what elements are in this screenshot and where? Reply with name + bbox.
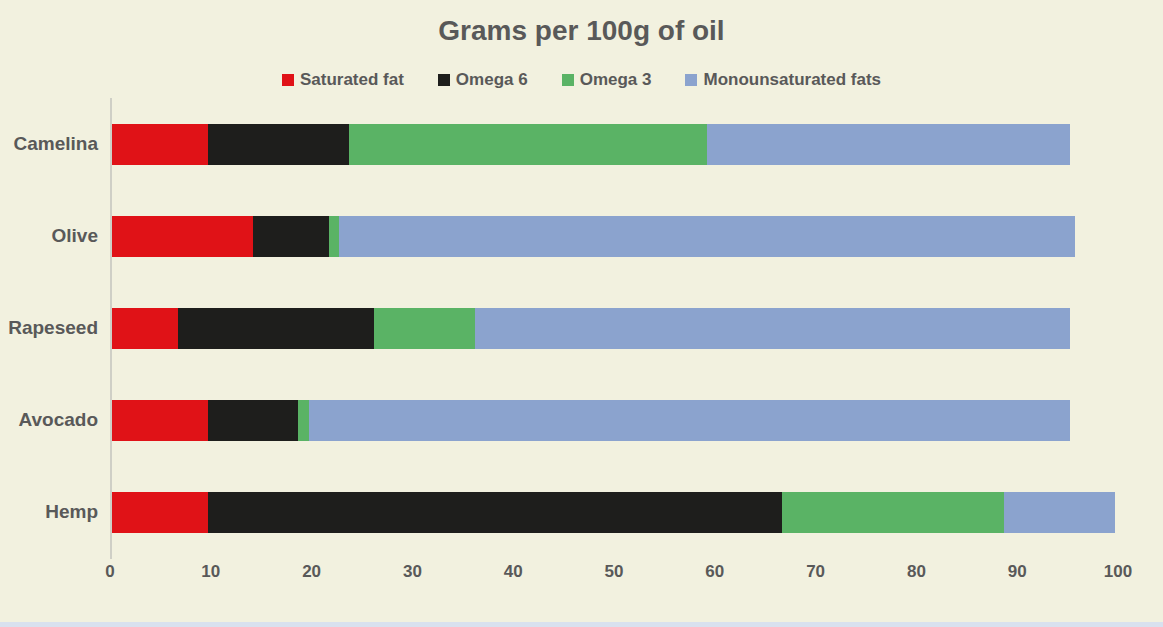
category-label: Avocado bbox=[0, 374, 98, 466]
stacked-bar bbox=[112, 216, 1075, 257]
category-label: Rapeseed bbox=[0, 282, 98, 374]
chart-canvas: Grams per 100g of oil Saturated fat Omega… bbox=[0, 0, 1163, 627]
stacked-bar bbox=[112, 492, 1115, 533]
bar-segment-omega-6 bbox=[253, 216, 329, 257]
x-axis-tick-label: 50 bbox=[605, 562, 624, 582]
category-label: Olive bbox=[0, 190, 98, 282]
legend-label: Omega 6 bbox=[456, 70, 528, 90]
legend-label: Saturated fat bbox=[300, 70, 404, 90]
bar-row-rapeseed: Rapeseed bbox=[0, 282, 1163, 374]
bar-row-camelina: Camelina bbox=[0, 98, 1163, 190]
bar-segment-monounsaturated-fats bbox=[1004, 492, 1115, 533]
stacked-bar bbox=[112, 124, 1070, 165]
stacked-bar bbox=[112, 400, 1070, 441]
plot-area: CamelinaOliveRapeseedAvocadoHemp 0102030… bbox=[0, 98, 1163, 558]
legend-swatch-icon bbox=[282, 74, 294, 86]
legend-item-monounsaturated-fats: Monounsaturated fats bbox=[685, 70, 881, 90]
bar-segment-omega-3 bbox=[782, 492, 1004, 533]
bar-segment-omega-6 bbox=[208, 400, 299, 441]
x-axis-tick-label: 90 bbox=[1008, 562, 1027, 582]
bar-row-hemp: Hemp bbox=[0, 466, 1163, 558]
bar-segment-saturated-fat bbox=[112, 400, 208, 441]
x-axis-tick-label: 80 bbox=[907, 562, 926, 582]
bar-segment-saturated-fat bbox=[112, 216, 253, 257]
x-axis-tick-label: 100 bbox=[1104, 562, 1132, 582]
legend-item-saturated-fat: Saturated fat bbox=[282, 70, 404, 90]
bar-segment-monounsaturated-fats bbox=[309, 400, 1070, 441]
legend-item-omega-6: Omega 6 bbox=[438, 70, 528, 90]
bar-segment-omega-6 bbox=[208, 124, 349, 165]
bar-segment-saturated-fat bbox=[112, 492, 208, 533]
bottom-strip bbox=[0, 622, 1163, 627]
legend-swatch-icon bbox=[685, 74, 697, 86]
bar-segment-monounsaturated-fats bbox=[475, 308, 1070, 349]
bar-segment-monounsaturated-fats bbox=[707, 124, 1070, 165]
bar-segment-omega-6 bbox=[178, 308, 375, 349]
bar-segment-omega-3 bbox=[329, 216, 339, 257]
category-label: Hemp bbox=[0, 466, 98, 558]
x-axis-tick-label: 70 bbox=[806, 562, 825, 582]
bar-row-olive: Olive bbox=[0, 190, 1163, 282]
chart-title: Grams per 100g of oil bbox=[0, 15, 1163, 47]
bar-segment-monounsaturated-fats bbox=[339, 216, 1075, 257]
x-axis-tick-label: 20 bbox=[302, 562, 321, 582]
x-axis-tick-label: 40 bbox=[504, 562, 523, 582]
x-axis-tick-label: 60 bbox=[705, 562, 724, 582]
x-axis: 0 10 20 30 40 50 60 70 80 90 100 bbox=[0, 562, 1163, 586]
bar-segment-omega-6 bbox=[208, 492, 783, 533]
legend-swatch-icon bbox=[562, 74, 574, 86]
bar-row-avocado: Avocado bbox=[0, 374, 1163, 466]
legend-label: Omega 3 bbox=[580, 70, 652, 90]
stacked-bar bbox=[112, 308, 1070, 349]
legend-label: Monounsaturated fats bbox=[703, 70, 881, 90]
x-axis-tick-label: 10 bbox=[201, 562, 220, 582]
legend-swatch-icon bbox=[438, 74, 450, 86]
bar-segment-saturated-fat bbox=[112, 124, 208, 165]
x-axis-tick-label: 30 bbox=[403, 562, 422, 582]
legend-item-omega-3: Omega 3 bbox=[562, 70, 652, 90]
bar-segment-omega-3 bbox=[298, 400, 308, 441]
bar-segment-omega-3 bbox=[374, 308, 475, 349]
legend: Saturated fat Omega 6 Omega 3 Monounsaturat… bbox=[0, 70, 1163, 90]
bar-segment-saturated-fat bbox=[112, 308, 178, 349]
x-axis-tick-label: 0 bbox=[105, 562, 114, 582]
bar-segment-omega-3 bbox=[349, 124, 707, 165]
category-label: Camelina bbox=[0, 98, 98, 190]
